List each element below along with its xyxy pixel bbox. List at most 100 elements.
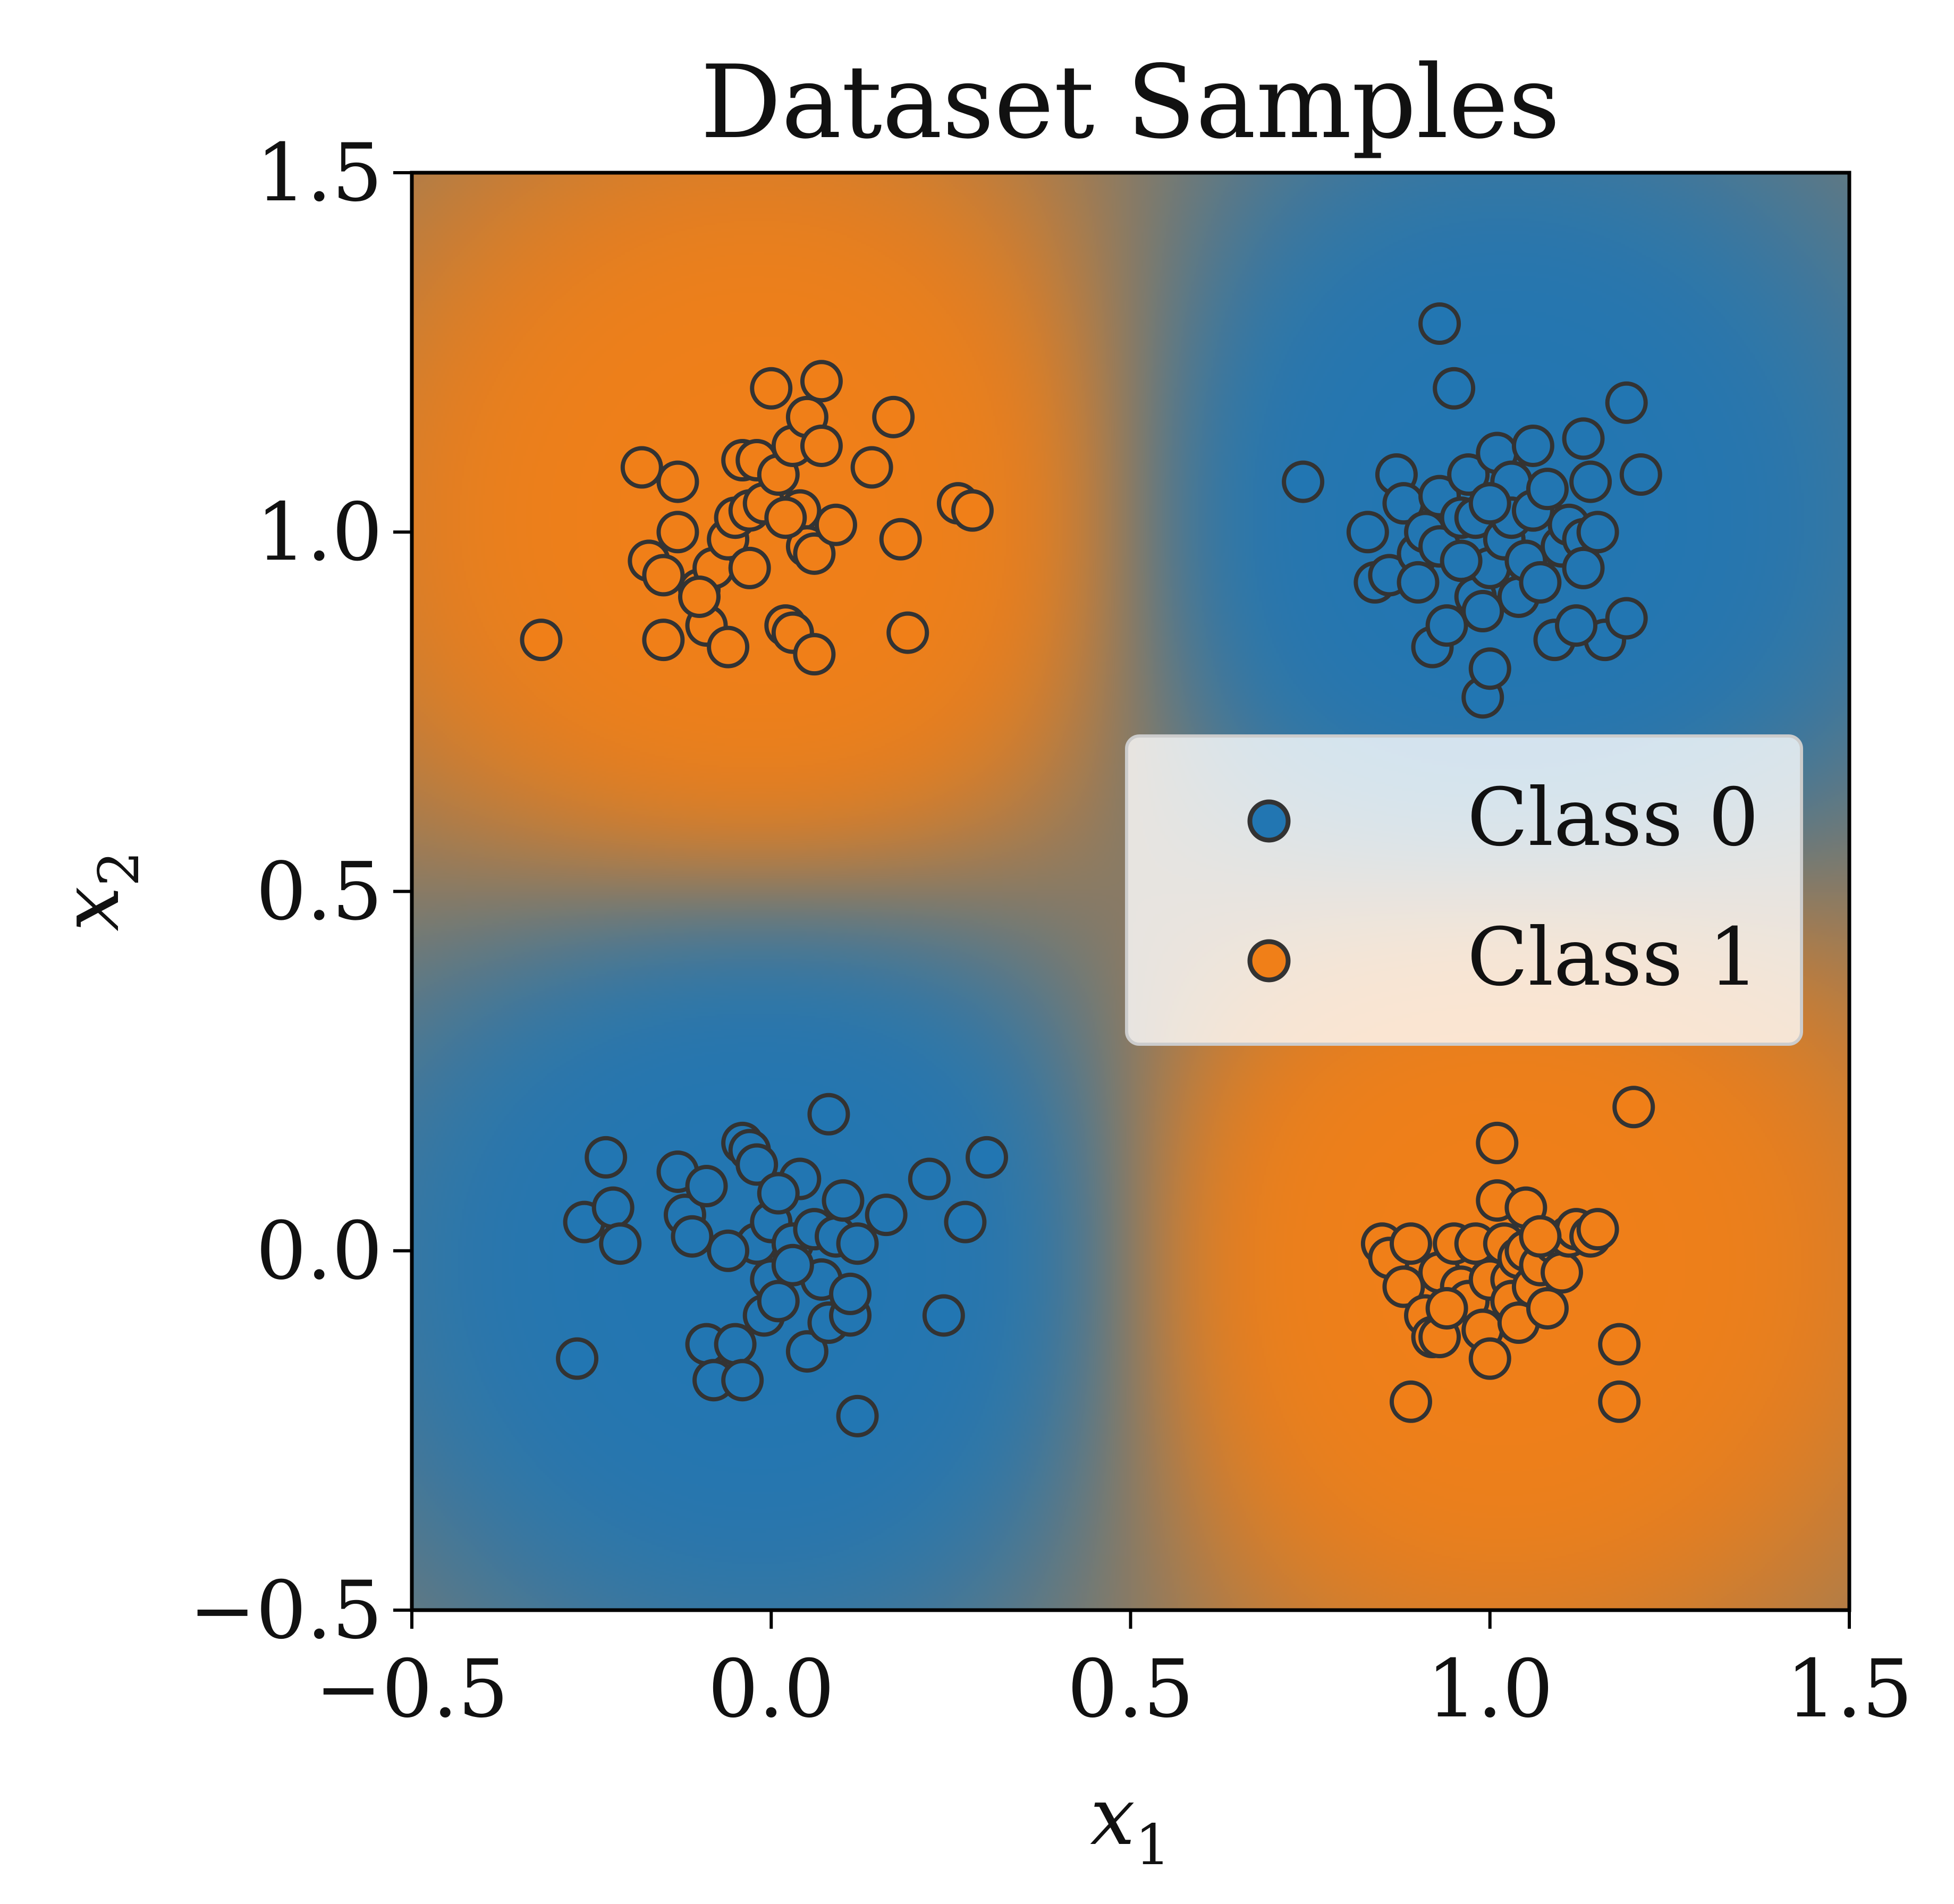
x-tick-label: 1.5 xyxy=(1786,1643,1913,1736)
data-point-class-0 xyxy=(966,1136,1008,1179)
y-tick-label: 1.0 xyxy=(256,486,383,579)
data-point-class-0 xyxy=(836,1394,879,1437)
data-point-class-0 xyxy=(1468,482,1511,525)
data-point-class-0 xyxy=(1555,604,1598,647)
data-point-class-1 xyxy=(793,532,836,575)
data-point-class-1 xyxy=(879,518,922,561)
data-point-class-0 xyxy=(822,1179,865,1222)
data-point-class-0 xyxy=(599,1222,642,1265)
data-point-class-0 xyxy=(865,1194,908,1237)
data-point-class-0 xyxy=(707,1229,750,1272)
data-point-class-1 xyxy=(951,489,994,532)
y-tick-label: 1.5 xyxy=(256,127,383,219)
x-tick-label: 0.0 xyxy=(708,1643,835,1736)
data-point-class-1 xyxy=(800,424,843,467)
data-point-class-1 xyxy=(707,625,750,668)
data-point-class-1 xyxy=(800,360,843,403)
data-point-class-1 xyxy=(814,503,857,546)
data-point-class-0 xyxy=(1519,561,1562,604)
data-point-class-1 xyxy=(642,554,685,597)
x-axis-label: x1 xyxy=(1090,1771,1170,1877)
data-point-class-0 xyxy=(1346,511,1389,554)
data-point-class-0 xyxy=(807,1093,850,1136)
data-point-class-0 xyxy=(757,1172,800,1215)
data-point-class-0 xyxy=(908,1157,951,1200)
legend-label-class-1: Class 1 xyxy=(1467,911,1759,1004)
data-point-class-1 xyxy=(656,511,699,554)
series-class-1 xyxy=(520,360,1655,1423)
data-point-class-1 xyxy=(1598,1323,1641,1366)
data-point-class-1 xyxy=(1519,1215,1562,1258)
data-point-class-1 xyxy=(1526,1287,1569,1330)
data-point-class-0 xyxy=(1605,597,1648,640)
data-point-class-0 xyxy=(556,1337,599,1380)
data-point-class-1 xyxy=(1576,1208,1619,1251)
data-point-class-0 xyxy=(1425,604,1468,647)
y-axis-ticks: −0.5 0.0 0.5 1.0 1.5 xyxy=(189,127,412,1657)
data-point-class-0 xyxy=(1468,647,1511,690)
data-point-class-0 xyxy=(591,1186,635,1229)
data-point-class-1 xyxy=(520,619,563,662)
x-tick-label: 1.0 xyxy=(1426,1643,1553,1736)
x-tick-label: −0.5 xyxy=(315,1643,509,1736)
chart-title: Dataset Samples xyxy=(700,44,1560,161)
x-axis-ticks: −0.5 0.0 0.5 1.0 1.5 xyxy=(315,1610,1913,1736)
y-axis-label-subscript: 2 xyxy=(87,851,151,886)
legend-marker-class-1 xyxy=(1247,939,1291,983)
data-point-class-0 xyxy=(1526,468,1569,511)
y-tick-label: −0.5 xyxy=(189,1564,383,1657)
x-axis-label-subscript: 1 xyxy=(1135,1813,1171,1877)
data-point-class-1 xyxy=(1389,1222,1432,1265)
data-point-class-1 xyxy=(642,619,685,662)
series-class-0 xyxy=(556,302,1662,1437)
data-point-class-0 xyxy=(922,1294,965,1337)
legend: Class 0 Class 1 xyxy=(1125,734,1803,1046)
data-point-class-1 xyxy=(728,546,771,589)
y-axis-label: x2 xyxy=(45,851,151,931)
data-point-class-0 xyxy=(1511,424,1554,467)
data-point-class-0 xyxy=(685,1165,728,1208)
data-point-class-0 xyxy=(1433,367,1476,410)
data-point-class-0 xyxy=(836,1222,879,1265)
y-tick-label: 0.0 xyxy=(256,1205,383,1298)
data-point-class-1 xyxy=(1612,1086,1655,1129)
data-point-class-0 xyxy=(671,1215,714,1258)
data-point-class-1 xyxy=(1598,1380,1641,1423)
data-point-class-1 xyxy=(750,367,793,410)
data-point-class-0 xyxy=(771,1243,814,1287)
data-point-class-0 xyxy=(785,1330,828,1373)
y-tick-label: 0.5 xyxy=(256,846,383,938)
data-point-class-1 xyxy=(764,496,807,539)
scatter-points xyxy=(520,302,1662,1437)
data-point-class-1 xyxy=(1425,1287,1468,1330)
data-point-class-1 xyxy=(656,460,699,503)
data-point-class-0 xyxy=(1562,417,1605,460)
legend-box xyxy=(1125,734,1803,1046)
data-point-class-0 xyxy=(735,1143,779,1186)
data-point-class-0 xyxy=(1397,561,1440,604)
data-point-class-1 xyxy=(886,611,929,654)
data-point-class-1 xyxy=(872,395,915,438)
data-point-class-1 xyxy=(793,633,836,676)
data-point-class-0 xyxy=(1569,460,1612,503)
data-point-class-1 xyxy=(1382,1265,1425,1308)
legend-label-class-0: Class 0 xyxy=(1467,772,1759,864)
legend-marker-class-0 xyxy=(1247,799,1291,843)
data-point-class-0 xyxy=(1440,539,1483,582)
data-point-class-1 xyxy=(1389,1380,1432,1423)
data-point-class-1 xyxy=(678,575,721,618)
data-point-class-0 xyxy=(1418,302,1461,345)
data-point-class-0 xyxy=(714,1323,757,1366)
data-point-class-0 xyxy=(757,1280,800,1323)
data-point-class-0 xyxy=(1562,546,1605,589)
data-point-class-0 xyxy=(1576,511,1619,554)
data-point-class-0 xyxy=(721,1359,764,1402)
data-point-class-1 xyxy=(620,446,663,489)
data-point-class-0 xyxy=(1619,453,1662,496)
data-point-class-0 xyxy=(1605,381,1648,424)
data-point-class-1 xyxy=(1468,1337,1511,1380)
data-point-class-0 xyxy=(585,1136,628,1179)
data-point-class-0 xyxy=(944,1200,987,1243)
data-point-class-1 xyxy=(1476,1121,1519,1164)
